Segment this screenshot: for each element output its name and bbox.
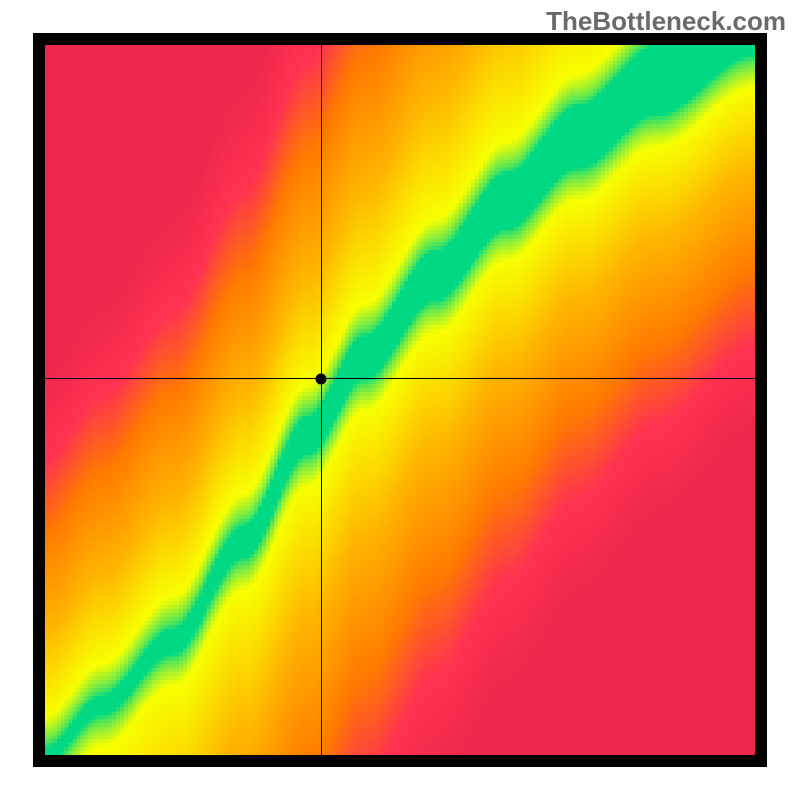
data-point-marker [316,373,327,384]
chart-container: TheBottleneck.com [0,0,800,800]
watermark-text: TheBottleneck.com [546,6,786,37]
heatmap-canvas [45,45,755,755]
plot-area [33,33,767,767]
crosshair-horizontal [45,378,755,379]
crosshair-vertical [321,45,322,755]
